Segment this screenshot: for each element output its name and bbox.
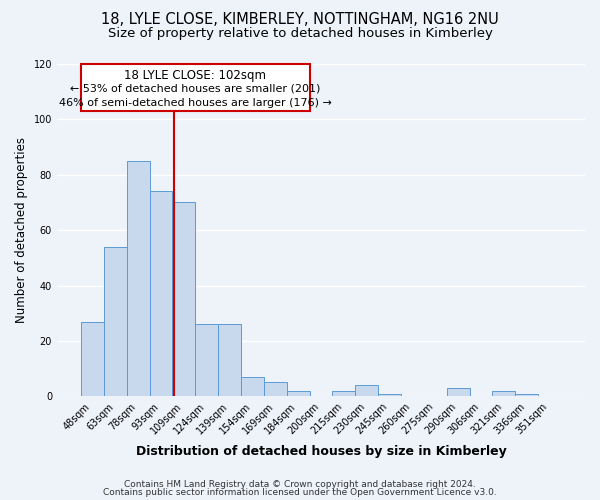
- Bar: [81, 322, 104, 396]
- Text: Size of property relative to detached houses in Kimberley: Size of property relative to detached ho…: [107, 28, 493, 40]
- Bar: [378, 394, 401, 396]
- Bar: [172, 202, 195, 396]
- Bar: [218, 324, 241, 396]
- Bar: [264, 382, 287, 396]
- Bar: [355, 385, 378, 396]
- Bar: [332, 391, 355, 396]
- Text: Contains public sector information licensed under the Open Government Licence v3: Contains public sector information licen…: [103, 488, 497, 497]
- Bar: [127, 161, 149, 396]
- Text: 18 LYLE CLOSE: 102sqm: 18 LYLE CLOSE: 102sqm: [124, 68, 266, 82]
- Bar: [446, 388, 470, 396]
- Bar: [287, 391, 310, 396]
- Bar: [149, 192, 172, 396]
- Text: Contains HM Land Registry data © Crown copyright and database right 2024.: Contains HM Land Registry data © Crown c…: [124, 480, 476, 489]
- X-axis label: Distribution of detached houses by size in Kimberley: Distribution of detached houses by size …: [136, 444, 506, 458]
- Y-axis label: Number of detached properties: Number of detached properties: [15, 137, 28, 323]
- Bar: [195, 324, 218, 396]
- Bar: [515, 394, 538, 396]
- Bar: [493, 391, 515, 396]
- Bar: [104, 247, 127, 396]
- Text: ← 53% of detached houses are smaller (201): ← 53% of detached houses are smaller (20…: [70, 84, 320, 94]
- Text: 18, LYLE CLOSE, KIMBERLEY, NOTTINGHAM, NG16 2NU: 18, LYLE CLOSE, KIMBERLEY, NOTTINGHAM, N…: [101, 12, 499, 28]
- FancyBboxPatch shape: [81, 64, 310, 111]
- Bar: [241, 377, 264, 396]
- Text: 46% of semi-detached houses are larger (176) →: 46% of semi-detached houses are larger (…: [59, 98, 332, 108]
